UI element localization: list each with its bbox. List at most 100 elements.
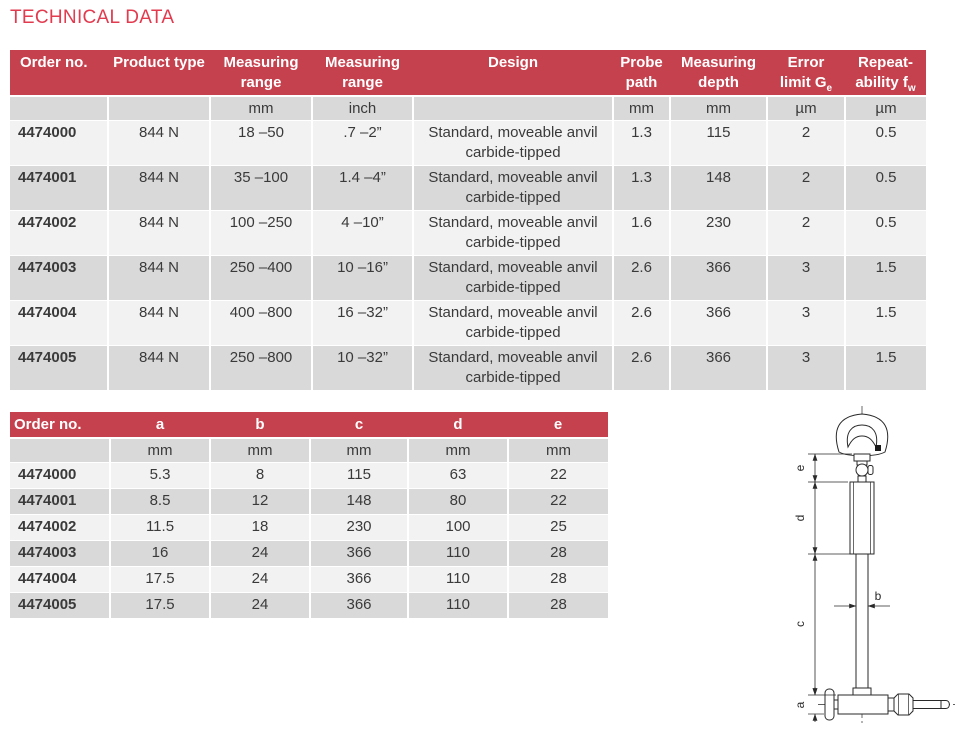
- dimension-a: a: [793, 687, 818, 722]
- unit-cell: mm: [670, 96, 768, 121]
- header-dim-b: b: [210, 412, 310, 439]
- unit-cell: mm: [408, 438, 509, 463]
- dimension-c: c: [793, 553, 818, 696]
- gauge-tube: [855, 553, 869, 689]
- table-cell: 12: [210, 488, 311, 515]
- table-cell: 250 –800: [210, 345, 313, 391]
- table-cell: 18: [210, 514, 311, 541]
- table-header: Order no. a b c d e mm mm mm mm mm: [10, 412, 608, 463]
- table-cell: 2: [767, 120, 846, 166]
- dim-label-e: e: [793, 464, 807, 471]
- table-cell: 5.3: [110, 462, 211, 489]
- table-cell: 366: [310, 540, 409, 567]
- table-cell: 8.5: [110, 488, 211, 515]
- table-cell: .7 –2”: [312, 120, 414, 166]
- table-cell: 366: [310, 592, 409, 619]
- table-row: 4474001 844 N 35 –100 1.4 –4” Standard, move…: [10, 165, 926, 211]
- unit-cell: mm: [310, 438, 409, 463]
- unit-cell: inch: [312, 96, 414, 121]
- table-cell: 4474003: [10, 540, 111, 567]
- table-row: 4474000 5.3 8 115 63 22: [10, 462, 608, 489]
- table-cell: 28: [508, 566, 608, 593]
- table-cell: 28: [508, 592, 608, 619]
- table-cell: 4474002: [10, 514, 111, 541]
- unit-cell: mm: [210, 96, 313, 121]
- table-row: 4474001 8.5 12 148 80 22: [10, 488, 608, 515]
- table-cell: 115: [670, 120, 768, 166]
- header-error-limit-text: Error limit G: [779, 54, 827, 91]
- table-row: 4474002 844 N 100 –250 4 –10” Standard, move…: [10, 210, 926, 256]
- header-order-no: Order no.: [10, 50, 108, 97]
- table-cell: 25: [508, 514, 608, 541]
- table-cell: 110: [408, 566, 509, 593]
- table-cell: 2.6: [613, 255, 671, 301]
- table-cell: 4474001: [10, 488, 111, 515]
- table-row: 4474002 11.5 18 230 100 25: [10, 514, 608, 541]
- table-cell: 4474002: [10, 210, 109, 256]
- gauge-technical-drawing: e d c a b: [782, 400, 962, 730]
- gauge-drawing-svg: e d c a b: [793, 406, 956, 726]
- table-cell: 3: [767, 300, 846, 346]
- table-cell: 844 N: [108, 300, 211, 346]
- table-cell: 230: [670, 210, 768, 256]
- table-cell: 100: [408, 514, 509, 541]
- table-body: 4474000 844 N 18 –50.7 –2” Standard, moveab…: [10, 120, 926, 391]
- table-cell: 24: [210, 540, 311, 567]
- table-row: 4474003 16 24 366 110 28: [10, 540, 608, 567]
- gauge-handle: [835, 413, 889, 457]
- moveable-anvil: [824, 688, 835, 721]
- handle-clamp-mark: [875, 445, 881, 451]
- table-cell: 110: [408, 592, 509, 619]
- page-title: TECHNICAL DATA: [10, 7, 175, 28]
- table-cell: 0.5: [845, 210, 926, 256]
- table-cell: 844 N: [108, 210, 211, 256]
- table-cell: 2: [767, 165, 846, 211]
- unit-cell: [413, 96, 614, 121]
- header-dim-d: d: [408, 412, 508, 439]
- table-cell: 1.3: [613, 165, 671, 211]
- table-cell: 10 –16”: [312, 255, 414, 301]
- table-cell: 22: [508, 488, 608, 515]
- header-measuring-range-mm: Measuring range: [210, 50, 312, 97]
- table-row: 4474000 844 N 18 –50.7 –2” Standard, moveab…: [10, 120, 926, 166]
- header-repeatability: Repeat-ability fw: [845, 50, 926, 97]
- gauge-sleeve: [849, 481, 875, 555]
- header-error-limit-subscript: e: [826, 83, 833, 94]
- table-cell: 4474000: [10, 462, 111, 489]
- table-cell: 22: [508, 462, 608, 489]
- table-cell: 4 –10”: [312, 210, 414, 256]
- table-cell: 3: [767, 255, 846, 301]
- technical-data-table: Order no. Product type Measuring range M…: [10, 50, 926, 391]
- unit-cell: mm: [508, 438, 608, 463]
- table-cell: 1.3: [613, 120, 671, 166]
- table-cell: 3: [767, 345, 846, 391]
- table-cell: 4474000: [10, 120, 109, 166]
- table-cell: 844 N: [108, 255, 211, 301]
- table-cell: 844 N: [108, 345, 211, 391]
- header-row: Order no. a b c d e: [10, 412, 608, 439]
- table-cell: 366: [670, 255, 768, 301]
- table-cell: 63: [408, 462, 509, 489]
- table-cell: 8: [210, 462, 311, 489]
- table-cell: 400 –800: [210, 300, 313, 346]
- dim-label-c: c: [793, 621, 807, 627]
- measuring-head: [824, 687, 950, 721]
- header-design: Design: [413, 50, 613, 97]
- table-cell: 844 N: [108, 165, 211, 211]
- header-repeatability-subscript: w: [907, 83, 916, 94]
- table-cell: 250 –400: [210, 255, 313, 301]
- table-cell: 28: [508, 540, 608, 567]
- table-cell: 366: [310, 566, 409, 593]
- dim-label-a: a: [793, 701, 807, 708]
- header-product-type: Product type: [108, 50, 210, 97]
- unit-cell: [10, 438, 111, 463]
- dim-label-b: b: [875, 589, 882, 603]
- unit-cell: mm: [110, 438, 211, 463]
- table-cell: 4474003: [10, 255, 109, 301]
- header-probe-path: Probe path: [613, 50, 670, 97]
- header-row: Order no. Product type Measuring range M…: [10, 50, 926, 97]
- table-row: 4474005 844 N 250 –800 10 –32” Standard, mov…: [10, 345, 926, 391]
- table-cell: 18 –50: [210, 120, 313, 166]
- unit-cell: mm: [210, 438, 311, 463]
- table-cell: Standard, moveable anvil carbide-tipped: [413, 255, 614, 301]
